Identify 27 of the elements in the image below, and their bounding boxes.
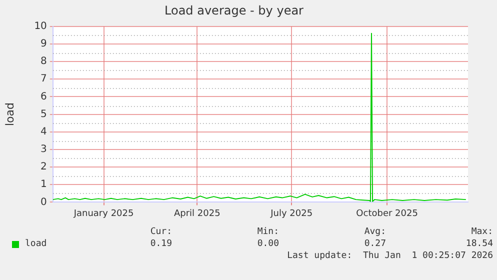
text: Avg: <box>363 226 386 238</box>
y-tick-label: 4 <box>40 126 47 138</box>
y-axis-title: load <box>3 102 16 126</box>
y-tick-label: 8 <box>40 56 47 68</box>
text: Cur: <box>149 226 172 238</box>
text: Last update: Thu Jan 1 00:25:07 2026 <box>286 250 493 262</box>
text: 0.27 <box>363 238 386 250</box>
x-tick-label: October 2025 <box>356 208 418 219</box>
text: Min: <box>256 226 279 238</box>
text: Max: <box>470 226 493 238</box>
x-tick-label: January 2025 <box>72 208 134 219</box>
y-tick-label: 2 <box>40 162 47 173</box>
y-tick-label: 0 <box>40 196 47 208</box>
x-tick-label: April 2025 <box>174 208 220 219</box>
y-tick-label: 10 <box>34 20 47 32</box>
y-tick-label: 9 <box>40 38 47 50</box>
y-tick-label: 6 <box>40 91 47 102</box>
text: 0.00 <box>256 238 279 250</box>
text: 18.54 <box>464 238 493 250</box>
chart-title: Load average - by year <box>164 3 304 18</box>
x-tick-label: July 2025 <box>270 208 313 219</box>
legend-label: load <box>25 238 47 250</box>
text: 0.19 <box>149 238 172 250</box>
y-tick-label: 7 <box>40 74 47 85</box>
y-tick-label: 1 <box>40 179 47 190</box>
y-tick-label: 5 <box>40 108 47 120</box>
y-tick-label: 3 <box>40 144 47 156</box>
